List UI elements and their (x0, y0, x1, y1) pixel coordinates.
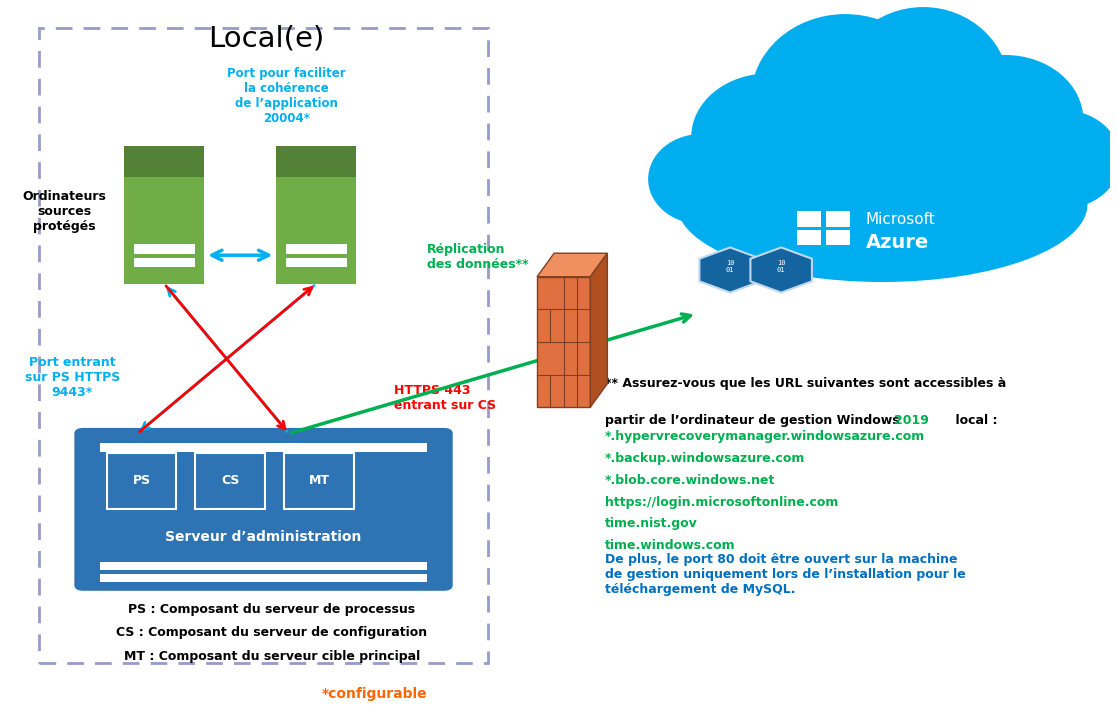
FancyBboxPatch shape (284, 453, 354, 509)
Polygon shape (537, 253, 608, 276)
Text: https://login.microsoftonline.com: https://login.microsoftonline.com (604, 496, 838, 508)
FancyBboxPatch shape (195, 453, 265, 509)
FancyBboxPatch shape (124, 147, 204, 283)
Text: time.windows.com: time.windows.com (604, 539, 735, 552)
Text: Local(e): Local(e) (208, 25, 324, 53)
Text: Serveur d’administration: Serveur d’administration (165, 529, 362, 544)
Polygon shape (699, 247, 761, 293)
Text: HTTPS 443
entrant sur CS: HTTPS 443 entrant sur CS (394, 384, 496, 412)
Text: 10
01: 10 01 (726, 260, 734, 273)
Text: ** Assurez-vous que les URL suivantes sont accessibles à: ** Assurez-vous que les URL suivantes so… (604, 377, 1006, 390)
FancyBboxPatch shape (99, 443, 427, 452)
FancyBboxPatch shape (276, 147, 356, 283)
FancyBboxPatch shape (106, 453, 176, 509)
Text: MT : Composant du serveur cible principal: MT : Composant du serveur cible principa… (124, 650, 420, 663)
Polygon shape (537, 276, 590, 407)
Text: local :: local : (937, 414, 997, 427)
Text: partir de l’ordinateur de gestion Windows: partir de l’ordinateur de gestion Window… (604, 414, 913, 427)
Ellipse shape (751, 14, 939, 183)
FancyBboxPatch shape (286, 244, 346, 254)
Ellipse shape (691, 73, 848, 200)
Ellipse shape (648, 134, 755, 224)
Ellipse shape (677, 127, 1088, 282)
Text: *.backup.windowsazure.com: *.backup.windowsazure.com (604, 452, 805, 465)
Text: *configurable: *configurable (322, 687, 427, 701)
Text: De plus, le port 80 doit être ouvert sur la machine
de gestion uniquement lors d: De plus, le port 80 doit être ouvert sur… (604, 553, 965, 596)
FancyBboxPatch shape (134, 244, 194, 254)
Text: CS : Composant du serveur de configuration: CS : Composant du serveur de configurati… (116, 627, 428, 639)
Polygon shape (751, 247, 812, 293)
Text: *.hypervrecoverymanager.windowsazure.com: *.hypervrecoverymanager.windowsazure.com (604, 430, 925, 443)
Text: Réplication
des données**: Réplication des données** (427, 243, 528, 271)
Text: 2019: 2019 (895, 414, 929, 427)
Ellipse shape (1005, 110, 1117, 209)
FancyBboxPatch shape (124, 147, 204, 176)
FancyBboxPatch shape (825, 230, 850, 245)
Text: time.nist.gov: time.nist.gov (604, 517, 697, 530)
Polygon shape (590, 253, 608, 407)
FancyBboxPatch shape (99, 574, 427, 582)
Text: MT: MT (308, 474, 330, 487)
Text: PS : Composant du serveur de processus: PS : Composant du serveur de processus (128, 603, 416, 616)
Text: *.blob.core.windows.net: *.blob.core.windows.net (604, 474, 775, 486)
Text: Objet blob de stockage: Objet blob de stockage (691, 301, 820, 311)
Text: 10
01: 10 01 (777, 260, 785, 273)
FancyBboxPatch shape (825, 212, 850, 227)
Text: Ordinateurs
sources
protégés: Ordinateurs sources protégés (22, 190, 106, 233)
Text: Port entrant
sur PS HTTPS
9443*: Port entrant sur PS HTTPS 9443* (25, 356, 120, 398)
FancyBboxPatch shape (134, 257, 194, 267)
Text: CS: CS (221, 474, 239, 487)
Text: Microsoft: Microsoft (866, 212, 935, 228)
FancyBboxPatch shape (75, 428, 452, 591)
Text: Port pour faciliter
la cohérence
de l’application
20004*: Port pour faciliter la cohérence de l’ap… (227, 67, 345, 125)
FancyBboxPatch shape (796, 230, 821, 245)
FancyBboxPatch shape (276, 147, 356, 176)
Text: Azure: Azure (866, 233, 928, 252)
Ellipse shape (927, 55, 1083, 185)
FancyBboxPatch shape (796, 212, 821, 227)
Text: PS: PS (133, 474, 151, 487)
FancyBboxPatch shape (286, 257, 346, 267)
Ellipse shape (837, 7, 1010, 171)
FancyBboxPatch shape (99, 562, 427, 570)
